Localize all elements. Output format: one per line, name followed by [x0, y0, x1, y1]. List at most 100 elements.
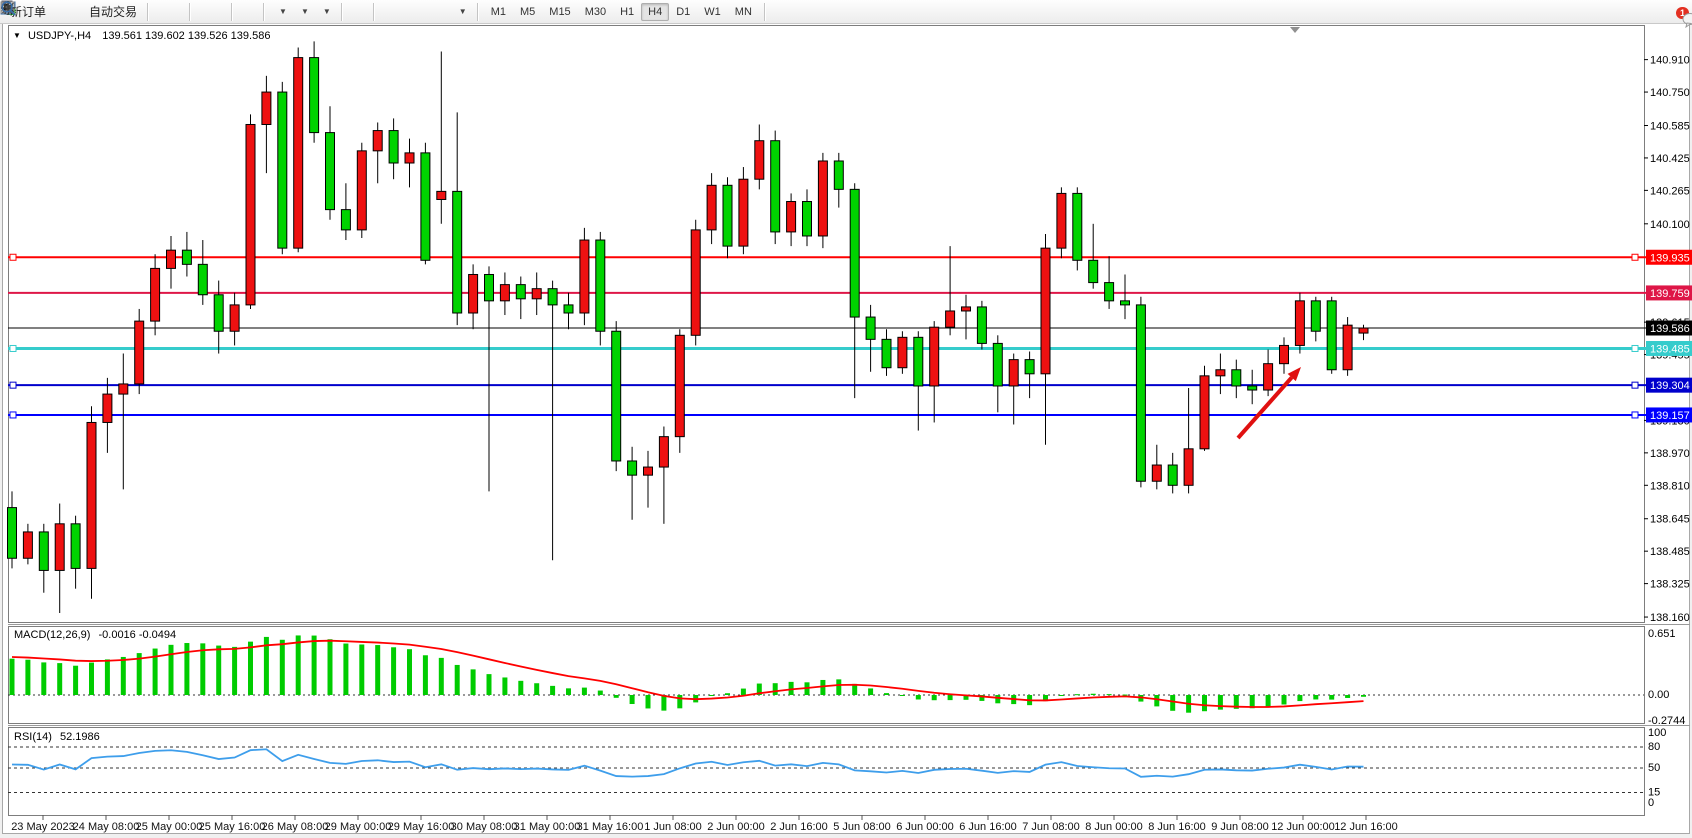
time-tick-label: 23 May 2023	[11, 821, 75, 833]
line-handle[interactable]	[9, 411, 17, 419]
arrows-button[interactable]: ▼	[2, 1, 472, 23]
chart-ohlc-values: 139.561 139.602 139.526 139.586	[102, 30, 271, 42]
horizontal-line-objects: 139.935 139.759 139.586 139.485 139.304 139.1…	[8, 249, 1692, 423]
svg-text:50: 50	[1648, 762, 1660, 774]
timeframe-m5[interactable]: M5	[520, 5, 536, 18]
macd-bar	[995, 695, 1001, 704]
macd-bar	[788, 681, 794, 695]
price-badge-text: 139.157	[1650, 410, 1690, 422]
candle-body	[118, 383, 129, 395]
zoom-in-button[interactable]	[1, 1, 206, 23]
trendline-button[interactable]	[2, 1, 410, 23]
price-tick-label: 140.585	[1650, 121, 1690, 133]
candle-body	[1310, 300, 1321, 332]
label-button[interactable]: T	[1, 1, 450, 23]
timeframe-h1[interactable]: H1	[620, 5, 635, 18]
timeframe-w1[interactable]: W1	[704, 5, 721, 18]
arrow-annotation[interactable]	[1236, 367, 1301, 440]
macd-bar	[1329, 695, 1335, 700]
chart-shift-marker[interactable]	[1290, 27, 1300, 33]
zoom-out-button[interactable]	[1, 1, 216, 23]
candle-body	[643, 466, 653, 476]
candle-body	[929, 326, 940, 387]
chart-header: ▼ USDJPY-,H4 139.561 139.602 139.526 139…	[13, 30, 270, 42]
line-handle[interactable]	[1631, 253, 1639, 261]
timeframe-mn[interactable]: MN	[734, 5, 752, 18]
price-badge-text: 139.485	[1650, 343, 1690, 355]
candle-body	[1167, 464, 1178, 486]
templates-button[interactable]: ▼	[0, 1, 336, 23]
line-handle[interactable]	[9, 253, 17, 261]
line-handle[interactable]	[1631, 381, 1639, 389]
time-tick-label: 29 May 00:00	[325, 821, 392, 833]
timeframe-m30[interactable]: M30	[584, 5, 607, 18]
candle-body	[213, 294, 224, 332]
candlestick-series	[7, 41, 1369, 613]
macd-bar	[1202, 695, 1207, 712]
macd-bar	[518, 680, 524, 695]
candle-body	[515, 284, 526, 300]
horizontal-line-button[interactable]	[2, 1, 400, 23]
vertical-line-button[interactable]	[7, 1, 390, 23]
timeframe-h4[interactable]: H4	[641, 2, 670, 21]
price-tick-label: 140.265	[1650, 185, 1690, 197]
toolbar-separator	[147, 2, 150, 21]
toolbar-separator	[263, 2, 266, 21]
market-watch-button[interactable]	[1, 1, 61, 23]
indicators-button[interactable]: ▼	[0, 1, 292, 23]
time-tick-label: 31 May 16:00	[577, 821, 644, 833]
macd-bar	[899, 695, 905, 696]
macd-values: -0.0016 -0.0494	[98, 629, 177, 641]
line-handle[interactable]	[1631, 344, 1639, 352]
toolbar-separator	[231, 2, 234, 21]
auto-scroll-button[interactable]	[0, 1, 248, 23]
timeframe-m1[interactable]: M1	[490, 5, 506, 18]
candle-body	[1358, 327, 1369, 334]
candle-body	[372, 130, 383, 152]
macd-bar	[963, 695, 969, 700]
macd-bar	[1074, 694, 1080, 696]
macd-bar	[168, 644, 174, 695]
candle-body	[166, 249, 176, 269]
macd-bar	[1233, 695, 1239, 709]
price-tick-label: 138.325	[1650, 579, 1690, 591]
auto-trading-button[interactable]: 自动交易	[1, 1, 142, 23]
macd-bar	[1265, 695, 1271, 707]
new-chart-button[interactable]	[0, 1, 71, 23]
price-badge	[1646, 285, 1692, 301]
line-handle[interactable]	[9, 344, 17, 352]
fibonacci-button[interactable]: F	[2, 1, 430, 23]
candlestick-chart-button[interactable]	[2, 1, 174, 23]
timeframe-d1[interactable]: D1	[676, 5, 691, 18]
chart-dropdown-icon[interactable]: ▼	[13, 31, 21, 40]
timeframe-m15[interactable]: M15	[549, 5, 571, 18]
candle-body	[293, 57, 304, 249]
equidistant-channel-button[interactable]: E	[1, 1, 420, 23]
bar-chart-button[interactable]	[2, 1, 164, 23]
tile-windows-button[interactable]	[0, 1, 226, 23]
candle-body	[1231, 369, 1242, 387]
crosshair-button[interactable]	[1, 1, 368, 23]
macd-bar	[581, 687, 587, 695]
cursor-button[interactable]	[3, 1, 358, 23]
line-handle[interactable]	[9, 381, 17, 389]
signals-button[interactable]	[1, 1, 81, 23]
text-button[interactable]: A	[4, 1, 440, 23]
macd-bar	[200, 643, 206, 695]
candle-body	[468, 273, 479, 314]
candle-body	[436, 190, 447, 200]
candle-body	[786, 201, 797, 233]
toolbar-separator	[340, 2, 343, 21]
macd-bar	[1058, 695, 1064, 696]
periods-button[interactable]: ▼	[1, 1, 314, 23]
new-order-button-label: 新订单	[10, 5, 47, 19]
time-tick-label: 12 Jun 00:00	[1271, 821, 1335, 833]
svg-text:0.651: 0.651	[1648, 628, 1676, 640]
macd-bar	[407, 649, 412, 695]
macd-bar	[947, 695, 953, 701]
line-chart-button[interactable]	[0, 1, 184, 23]
auto-trading-button-label: 自动交易	[89, 5, 138, 19]
candle-body	[484, 273, 494, 302]
line-handle[interactable]	[1631, 411, 1639, 419]
chart-shift-button[interactable]	[0, 1, 258, 23]
